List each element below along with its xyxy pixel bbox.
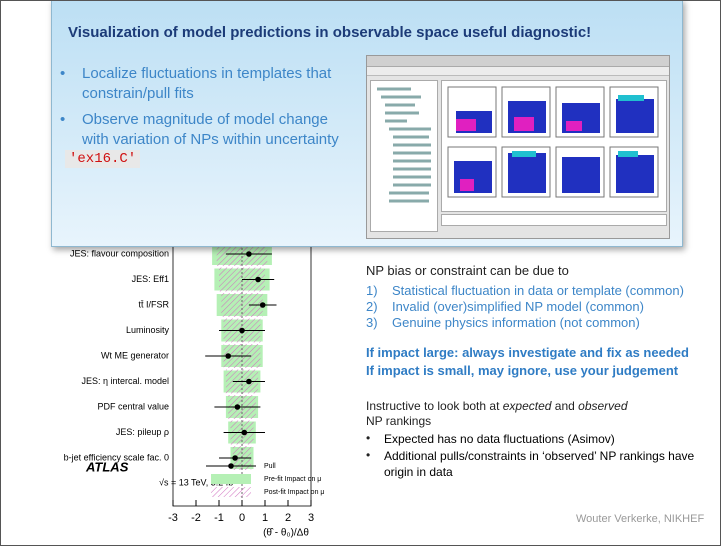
instructive: Instructive to look both at expected and…: [366, 399, 628, 413]
cause: 2) Invalid (over)simplified NP model (co…: [366, 299, 644, 314]
bullet-line: Observe magnitude of model change: [82, 110, 339, 130]
pull-point: [225, 353, 231, 359]
code-snippet: 'ex16.C': [65, 150, 140, 168]
callout: Visualization of model predictions in ob…: [51, 0, 683, 247]
advice: If impact large: always investigate and …: [366, 345, 689, 360]
bullet-dot: •: [366, 448, 370, 462]
file-tree: [370, 80, 438, 232]
bullet-line: with variation of NPs within uncertainty: [82, 130, 339, 150]
cause-num: 3): [366, 315, 378, 330]
text-run: Instructive to look both at: [366, 399, 503, 413]
x-tick-label: 3: [308, 512, 314, 524]
x-tick-label: -3: [168, 512, 178, 524]
np-label: JES: flavour composition: [70, 248, 169, 258]
advice: If impact is small, may ignore, use your…: [366, 363, 678, 378]
cause-text: Genuine physics information (not common): [392, 315, 640, 330]
bullet: •Localize fluctuations in templates that…: [82, 64, 331, 104]
cause-text: Statistical fluctuation in data or templ…: [392, 283, 684, 298]
legend-label: Post-fit Impact on μ: [264, 489, 324, 496]
np-label: tt̄ I/FSR: [138, 299, 169, 309]
cause-num: 1): [366, 283, 378, 298]
command-box: [441, 214, 667, 226]
pull-point: [232, 455, 238, 461]
text-run: observed: [578, 399, 627, 413]
cause: 1) Statistical fluctuation in data or te…: [366, 283, 684, 298]
cause-text: Invalid (over)simplified NP model (commo…: [392, 299, 644, 314]
x-axis-label: (θ̂ - θ₀)/Δθ: [263, 527, 309, 539]
author: Wouter Verkerke, NIKHEF: [576, 513, 704, 525]
pull-point: [235, 404, 241, 410]
text-run: expected: [503, 399, 552, 413]
experiment-label: ATLAS: [85, 459, 129, 474]
bullet-dot: •: [366, 431, 370, 445]
x-tick-label: -2: [191, 512, 201, 524]
x-tick-label: 1: [262, 512, 268, 524]
pull-point: [239, 328, 245, 334]
x-tick-label: -1: [214, 512, 224, 524]
bullet-line: constrain/pull fits: [82, 84, 331, 104]
legend-prefit-swatch: [211, 474, 251, 484]
canvas: [441, 80, 667, 212]
menu-bar: [367, 67, 669, 76]
window-titlebar: [367, 56, 669, 67]
text-run: and: [551, 399, 578, 413]
np-label: JES: Eff1: [132, 274, 169, 284]
pull-point: [246, 379, 252, 385]
bullet-line: Localize fluctuations in templates that: [82, 64, 331, 84]
point: Additional pulls/constraints in ‘observe…: [384, 448, 704, 480]
x-tick-label: 0: [239, 512, 245, 524]
legend-label: Pull: [264, 463, 276, 470]
notes-intro: NP bias or constraint can be due to: [366, 263, 569, 278]
slide: JES: flavour composition JES: Eff1 tt̄ I/F…: [0, 0, 721, 546]
x-tick-label: 2: [285, 512, 291, 524]
pull-point: [260, 302, 266, 308]
tree-lines: [371, 81, 437, 231]
legend-label: Pre-fit Impact on μ: [264, 476, 321, 483]
callout-title: Visualization of model predictions in ob…: [68, 24, 591, 41]
np-label: Wt ME generator: [101, 350, 169, 360]
root-browser-screenshot: [366, 55, 670, 239]
instructive: NP rankings: [366, 414, 431, 428]
cause-num: 2): [366, 299, 378, 314]
point: Expected has no data fluctuations (Asimo…: [384, 431, 704, 447]
legend-postfit-swatch: [211, 487, 251, 497]
pull-point: [242, 430, 248, 436]
pull-point: [255, 277, 261, 283]
np-label: Luminosity: [126, 325, 170, 335]
np-label: JES: η intercal. model: [81, 376, 169, 386]
np-label: PDF central value: [97, 401, 169, 411]
np-label: JES: pileup ρ: [116, 427, 169, 437]
pull-point: [246, 251, 252, 257]
cause: 3) Genuine physics information (not comm…: [366, 315, 640, 330]
legend-pull-dot: [228, 463, 234, 469]
canvas-plots: [442, 81, 666, 211]
